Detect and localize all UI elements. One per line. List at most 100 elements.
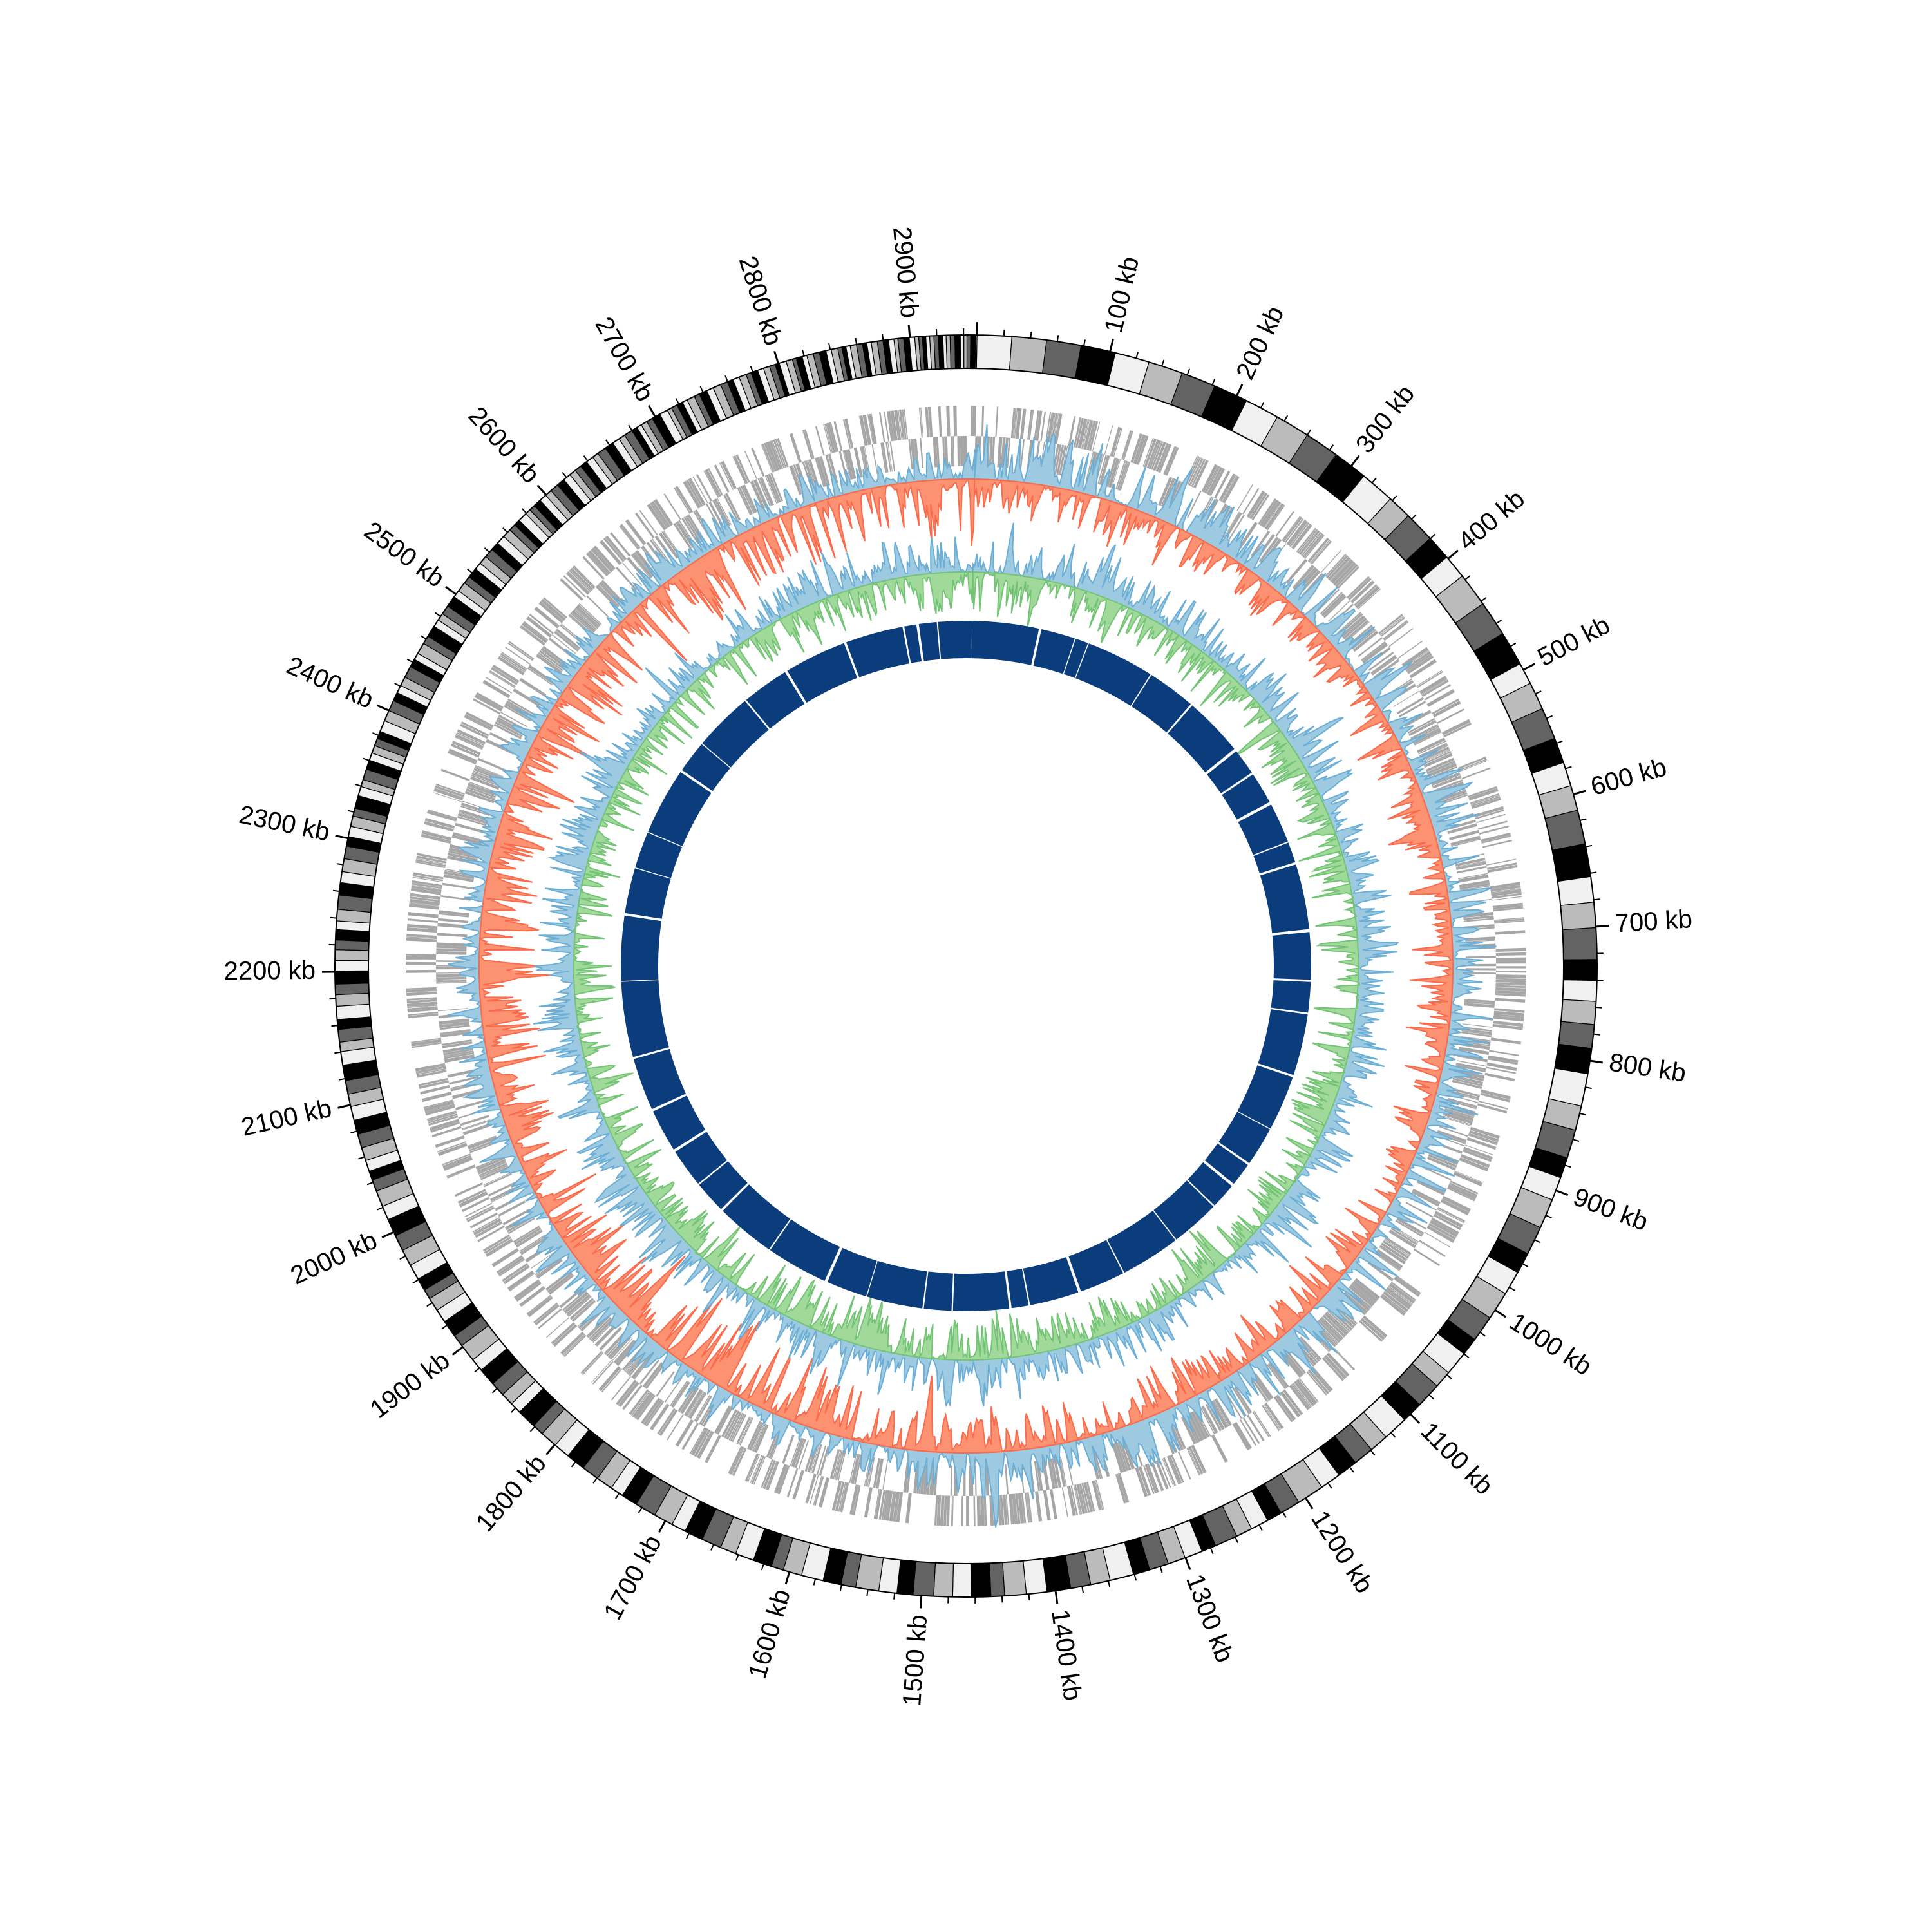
gene-forward xyxy=(1050,412,1056,443)
gene-forward xyxy=(1155,1460,1169,1490)
gene-reverse xyxy=(1269,1362,1289,1388)
gene-forward xyxy=(500,652,527,672)
tick-label: 2000 kb xyxy=(287,1226,382,1291)
gene-forward xyxy=(981,406,985,437)
gene-reverse xyxy=(867,1457,873,1487)
gene-reverse xyxy=(819,456,830,486)
gene-forward xyxy=(1493,917,1524,921)
gene-reverse xyxy=(746,1421,762,1450)
gene-forward xyxy=(447,1166,476,1179)
gene-reverse xyxy=(598,583,621,606)
gene-forward xyxy=(1028,1492,1033,1522)
gene-reverse xyxy=(1320,592,1343,614)
ideogram-band xyxy=(334,983,370,996)
gene-forward xyxy=(1150,1461,1164,1492)
gene-reverse xyxy=(846,449,857,479)
gene-reverse xyxy=(828,453,838,484)
inner-feature-block xyxy=(918,621,940,661)
gene-reverse xyxy=(1382,1240,1410,1259)
gene-forward xyxy=(560,1331,585,1355)
gene-reverse xyxy=(493,723,522,739)
gene-forward xyxy=(1275,511,1294,537)
gene-reverse xyxy=(1056,444,1065,475)
gene-forward xyxy=(411,1039,442,1046)
gene-forward xyxy=(1296,1379,1318,1405)
gene-forward xyxy=(815,426,825,456)
gene-reverse xyxy=(854,1454,862,1484)
gene-forward xyxy=(1394,1276,1420,1297)
gene-reverse xyxy=(590,1318,614,1342)
gene-forward xyxy=(1406,655,1434,674)
gene-reverse xyxy=(1253,1373,1274,1399)
gene-reverse xyxy=(483,1172,511,1186)
gene-forward xyxy=(1320,549,1342,573)
gene-reverse xyxy=(1227,514,1245,542)
gene-forward xyxy=(431,1126,462,1138)
gene-forward xyxy=(485,1238,513,1256)
minor-tick xyxy=(350,1130,357,1134)
major-tick xyxy=(1410,1413,1421,1425)
gene-reverse xyxy=(452,1088,482,1099)
gene-forward xyxy=(1424,684,1452,701)
gene-reverse xyxy=(468,781,498,793)
minor-tick xyxy=(1135,352,1139,359)
gene-reverse xyxy=(1301,573,1323,597)
major-tick xyxy=(1596,925,1609,928)
gene-reverse xyxy=(1187,490,1202,518)
inner-feature-block xyxy=(699,1161,748,1209)
gene-forward xyxy=(1236,484,1253,511)
gene-reverse xyxy=(570,612,594,634)
gene-reverse xyxy=(567,1296,592,1317)
gene-forward xyxy=(894,410,902,440)
gene-reverse xyxy=(782,1434,795,1464)
gene-reverse xyxy=(519,677,547,697)
gene-forward xyxy=(925,407,930,438)
gene-reverse xyxy=(439,1018,469,1025)
gene-forward xyxy=(1311,1367,1333,1391)
gene-forward xyxy=(406,934,437,938)
gene-reverse xyxy=(1117,1441,1129,1472)
minor-tick xyxy=(735,1554,739,1561)
gene-forward xyxy=(961,1496,963,1527)
gene-forward xyxy=(446,1164,476,1178)
gene-reverse xyxy=(1280,1352,1302,1378)
gene-forward xyxy=(427,1112,457,1122)
gene-forward xyxy=(1471,796,1501,807)
gene-forward xyxy=(437,1142,468,1157)
inner-feature-block xyxy=(787,643,858,703)
gene-reverse xyxy=(693,511,710,538)
gene-forward xyxy=(1459,1157,1489,1172)
gene-forward xyxy=(1469,1130,1499,1142)
minor-tick xyxy=(1258,1524,1263,1531)
gene-reverse xyxy=(616,1341,637,1365)
gene-reverse xyxy=(1444,1108,1474,1119)
gene-forward xyxy=(1458,759,1487,772)
gene-reverse xyxy=(1349,1285,1374,1307)
gene-forward xyxy=(786,1468,799,1498)
gene-forward xyxy=(886,411,895,442)
gene-reverse xyxy=(936,437,940,468)
gene-forward xyxy=(904,409,908,440)
gene-forward xyxy=(405,961,436,965)
gene-forward xyxy=(1214,471,1231,499)
minor-tick xyxy=(1108,1580,1111,1587)
gene-reverse xyxy=(882,1459,889,1490)
gene-forward xyxy=(1432,700,1461,718)
gene-forward xyxy=(497,1256,524,1276)
gene-forward xyxy=(454,1182,484,1197)
gene-reverse xyxy=(437,933,468,938)
gene-forward xyxy=(618,1381,639,1407)
gene-reverse xyxy=(462,1120,491,1131)
gene-reverse xyxy=(594,1322,618,1347)
gene-forward xyxy=(1490,884,1521,892)
gene-reverse xyxy=(1376,1249,1403,1268)
gene-forward xyxy=(455,734,484,749)
gene-forward xyxy=(427,810,457,822)
gene-reverse xyxy=(443,1048,474,1056)
gene-reverse xyxy=(790,1437,801,1466)
minor-tick xyxy=(426,1302,433,1307)
minor-tick xyxy=(1565,766,1572,770)
gene-reverse xyxy=(447,1068,478,1078)
gene-forward xyxy=(705,1435,721,1463)
minor-tick xyxy=(1234,1537,1239,1543)
